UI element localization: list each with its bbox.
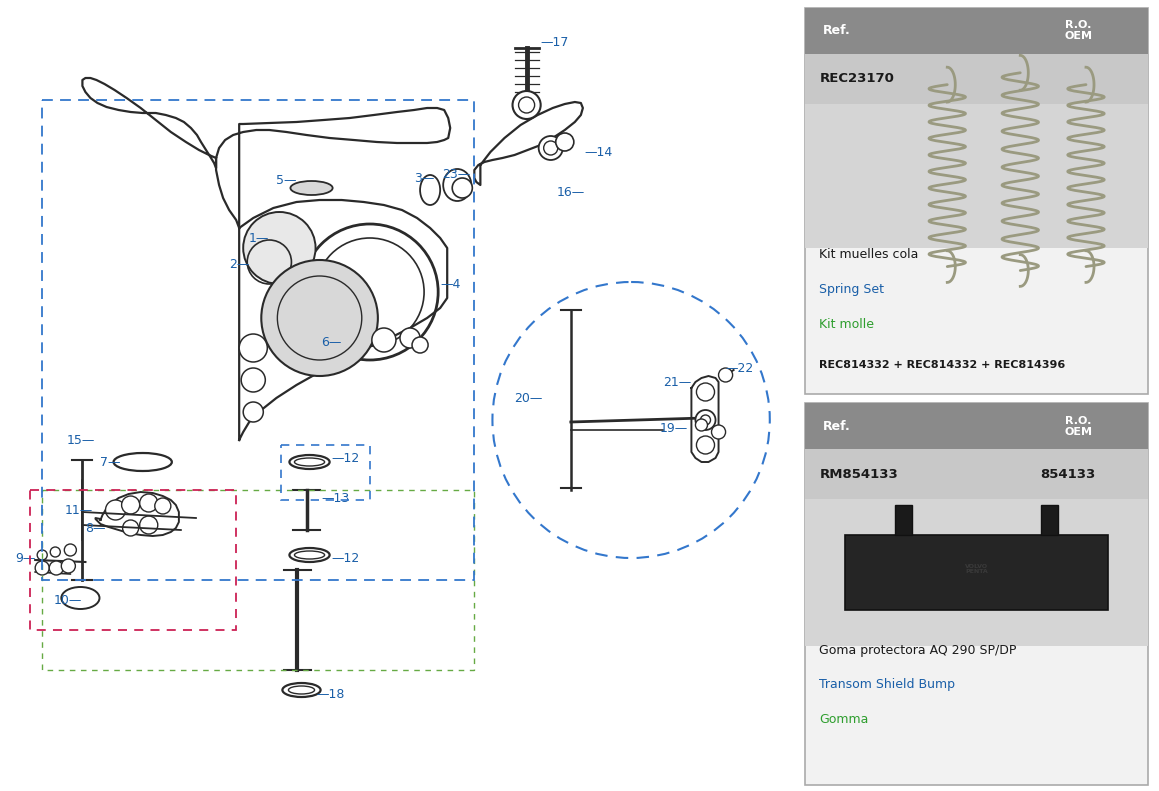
Text: 23—: 23— — [442, 168, 471, 181]
Circle shape — [700, 415, 710, 425]
Text: 7—: 7— — [100, 456, 121, 468]
FancyBboxPatch shape — [804, 54, 1149, 104]
FancyBboxPatch shape — [804, 449, 1149, 499]
Text: —18: —18 — [316, 688, 345, 702]
Text: —12: —12 — [331, 551, 360, 565]
Circle shape — [697, 383, 715, 401]
Circle shape — [556, 133, 574, 151]
Circle shape — [512, 91, 540, 119]
Circle shape — [243, 402, 263, 422]
Circle shape — [241, 368, 265, 392]
Ellipse shape — [420, 175, 440, 205]
Text: 10—: 10— — [54, 593, 82, 607]
Text: 11—: 11— — [64, 504, 93, 517]
Text: —13: —13 — [321, 491, 350, 505]
Text: Ref.: Ref. — [823, 420, 851, 433]
Circle shape — [261, 260, 378, 376]
Text: 1—: 1— — [249, 232, 269, 244]
Text: Kit molle: Kit molle — [819, 318, 875, 331]
Circle shape — [123, 520, 139, 536]
Circle shape — [544, 141, 557, 155]
Circle shape — [719, 368, 732, 382]
FancyBboxPatch shape — [804, 104, 1149, 248]
Circle shape — [413, 337, 428, 353]
Circle shape — [400, 328, 420, 348]
FancyBboxPatch shape — [804, 8, 1149, 394]
Text: 9—: 9— — [15, 551, 35, 565]
Text: —4: —4 — [440, 278, 460, 292]
FancyBboxPatch shape — [804, 403, 1149, 785]
Circle shape — [539, 136, 563, 160]
Text: —12: —12 — [331, 452, 360, 464]
FancyBboxPatch shape — [1041, 505, 1058, 535]
FancyBboxPatch shape — [895, 505, 912, 535]
Circle shape — [372, 328, 396, 352]
Text: VOLVO
PENTA: VOLVO PENTA — [965, 563, 987, 574]
Text: 3—: 3— — [414, 172, 435, 184]
Text: 19—: 19— — [661, 422, 688, 434]
Circle shape — [697, 436, 715, 454]
Text: 21—: 21— — [663, 376, 692, 388]
Circle shape — [452, 178, 473, 198]
Text: REC814332 + REC814332 + REC814396: REC814332 + REC814332 + REC814396 — [819, 360, 1066, 370]
Circle shape — [518, 97, 534, 113]
FancyBboxPatch shape — [804, 499, 1149, 646]
Text: R.O.
OEM: R.O. OEM — [1065, 21, 1093, 41]
Text: R.O.
OEM: R.O. OEM — [1065, 416, 1093, 437]
Circle shape — [37, 550, 48, 560]
FancyBboxPatch shape — [804, 403, 1149, 449]
Circle shape — [35, 561, 49, 575]
Circle shape — [122, 496, 140, 514]
Text: 5—: 5— — [276, 173, 297, 187]
Ellipse shape — [291, 181, 333, 195]
Text: 6—: 6— — [321, 335, 342, 349]
Circle shape — [243, 212, 315, 284]
Text: 20—: 20— — [515, 392, 542, 404]
Circle shape — [64, 544, 76, 556]
Text: Goma protectora AQ 290 SP/DP: Goma protectora AQ 290 SP/DP — [819, 644, 1016, 657]
Circle shape — [155, 498, 170, 514]
Text: Kit muelles cola: Kit muelles cola — [819, 248, 919, 261]
Text: —22: —22 — [726, 361, 753, 374]
Circle shape — [140, 494, 158, 512]
Circle shape — [695, 410, 715, 430]
Text: —17: —17 — [540, 36, 569, 48]
Text: 16—: 16— — [556, 186, 585, 199]
FancyBboxPatch shape — [845, 535, 1108, 611]
Text: 854133: 854133 — [1040, 467, 1095, 481]
Circle shape — [140, 516, 158, 534]
Text: 8—: 8— — [85, 521, 105, 535]
Text: Gomma: Gomma — [819, 713, 869, 726]
Circle shape — [105, 500, 125, 520]
Text: Spring Set: Spring Set — [819, 283, 884, 296]
Circle shape — [239, 334, 268, 362]
FancyBboxPatch shape — [804, 8, 1149, 54]
Text: Ref.: Ref. — [823, 25, 851, 37]
Ellipse shape — [443, 169, 472, 201]
Circle shape — [50, 547, 60, 557]
Circle shape — [695, 419, 707, 431]
Text: RM854133: RM854133 — [819, 467, 898, 481]
Text: 15—: 15— — [67, 433, 95, 446]
Text: Transom Shield Bump: Transom Shield Bump — [819, 679, 955, 691]
Text: 2—: 2— — [228, 259, 249, 271]
Circle shape — [61, 559, 75, 573]
Text: —14: —14 — [585, 146, 613, 158]
Circle shape — [712, 425, 726, 439]
Text: REC23170: REC23170 — [819, 72, 895, 85]
Circle shape — [49, 561, 64, 575]
